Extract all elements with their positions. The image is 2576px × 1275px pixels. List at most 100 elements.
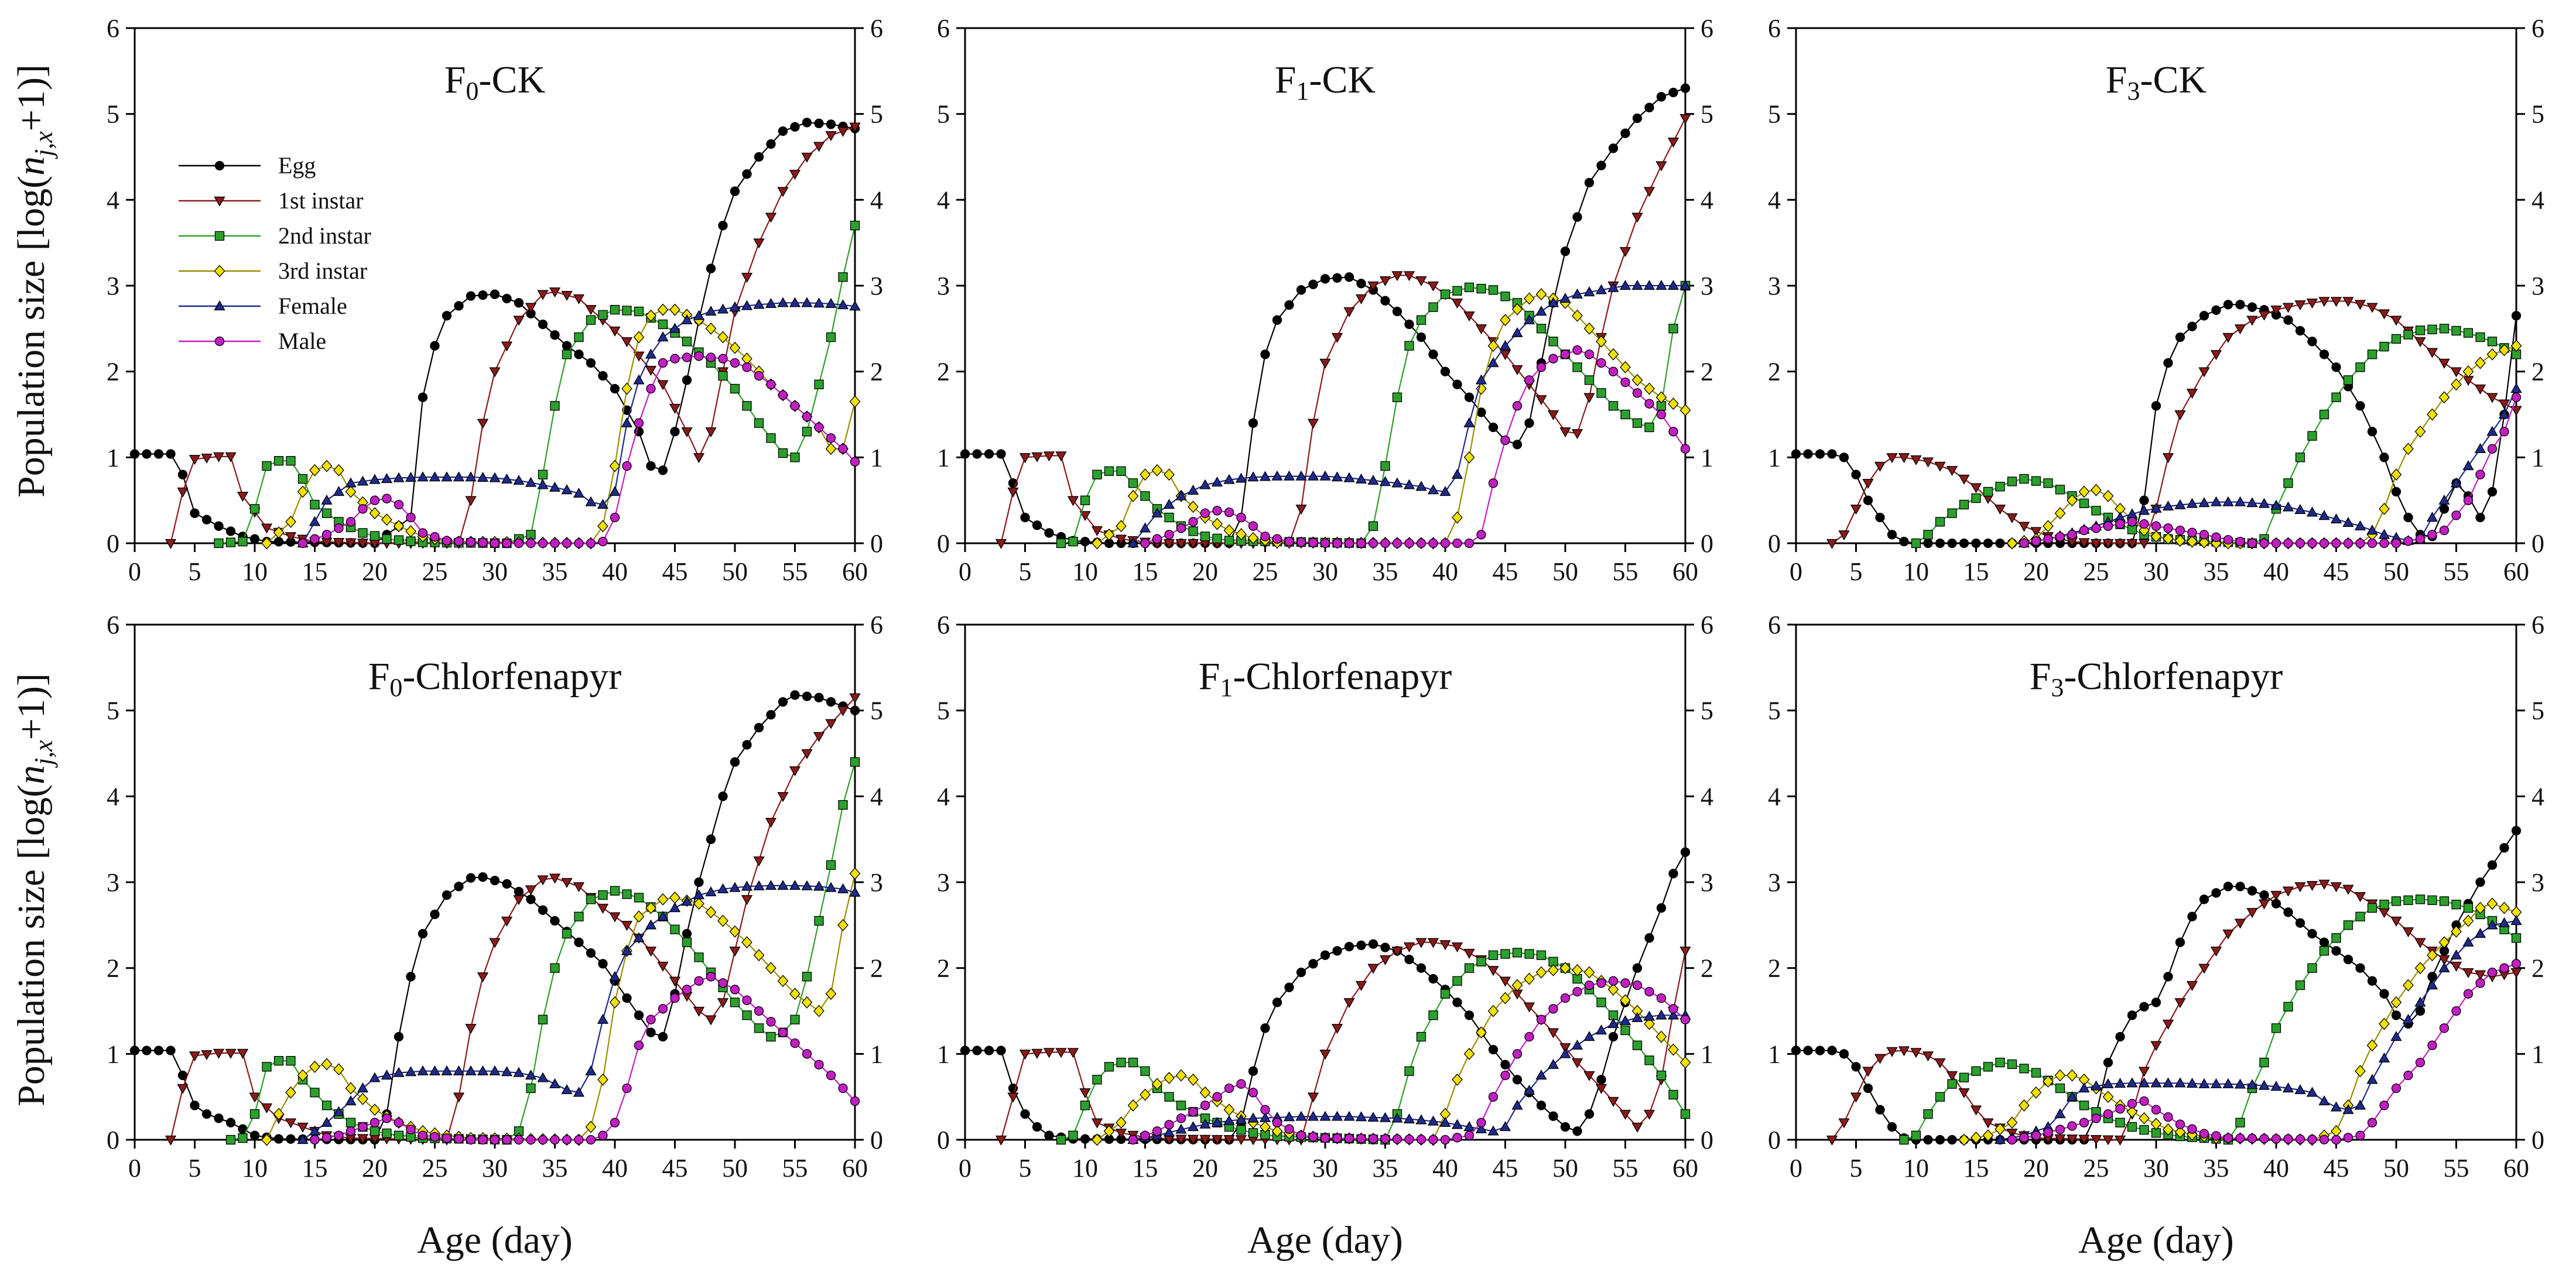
data-point-2nd-instar xyxy=(1176,1101,1186,1111)
data-point-egg xyxy=(1512,440,1523,450)
series-2nd-instar xyxy=(1899,894,2522,1145)
data-point-egg xyxy=(1863,1083,1873,1094)
data-point-female xyxy=(2090,1080,2102,1091)
data-point-female xyxy=(825,882,837,892)
data-point-female xyxy=(669,902,681,913)
x-tick-label: 55 xyxy=(1613,1154,1638,1183)
data-point-2nd-instar xyxy=(1524,949,1534,959)
data-point-3rd-instar xyxy=(657,893,669,906)
data-point-egg xyxy=(1512,1075,1523,1085)
data-point-egg xyxy=(960,449,970,459)
data-point-egg xyxy=(1596,160,1606,170)
data-point-2nd-instar xyxy=(2319,409,2329,420)
data-point-female xyxy=(609,971,621,981)
x-tick-label: 10 xyxy=(242,557,268,586)
data-point-male xyxy=(2019,538,2029,549)
data-point-2nd-instar xyxy=(550,401,560,411)
data-point-egg xyxy=(394,1031,404,1042)
data-point-female xyxy=(2510,383,2522,393)
data-point-female xyxy=(2366,525,2378,535)
data-point-3rd-instar xyxy=(1548,964,1559,976)
data-point-male xyxy=(1308,537,1318,548)
data-point-male xyxy=(2415,534,2426,544)
data-point-2nd-instar xyxy=(2295,453,2305,462)
data-point-male xyxy=(2343,1133,2353,1143)
data-point-1st-instar xyxy=(1655,161,1667,172)
data-point-2nd-instar xyxy=(238,1133,248,1143)
data-point-1st-instar xyxy=(1595,1084,1607,1094)
y-tick-label: 3 xyxy=(107,868,119,897)
data-point-3rd-instar xyxy=(1476,382,1487,395)
data-point-2nd-instar xyxy=(1680,1109,1691,1119)
data-point-3rd-instar xyxy=(1524,972,1535,985)
x-tick-label: 20 xyxy=(362,1154,388,1183)
data-point-female xyxy=(813,297,825,308)
x-tick-label: 30 xyxy=(482,557,508,586)
data-point-male xyxy=(646,1014,656,1024)
data-point-3rd-instar xyxy=(333,464,344,477)
data-point-1st-instar xyxy=(1970,1105,1982,1116)
data-point-2nd-instar xyxy=(850,221,860,231)
data-point-male xyxy=(802,1049,812,1059)
data-point-3rd-instar xyxy=(2067,494,2078,507)
data-point-male xyxy=(1236,1079,1246,1089)
data-point-3rd-instar xyxy=(2390,468,2402,481)
data-point-female xyxy=(1619,280,1631,290)
data-point-1st-instar xyxy=(1319,358,1331,369)
data-point-1st-instar xyxy=(573,882,585,893)
data-point-egg xyxy=(538,319,548,330)
data-point-2nd-instar xyxy=(1056,1135,1066,1145)
data-point-1st-instar xyxy=(2066,1135,2078,1145)
data-point-1st-instar xyxy=(1415,276,1427,287)
data-point-male xyxy=(1524,1031,1534,1042)
data-point-egg xyxy=(778,697,788,707)
data-point-male xyxy=(2031,1130,2041,1140)
data-point-3rd-instar xyxy=(801,996,813,1009)
data-point-2nd-instar xyxy=(370,531,380,541)
x-tick-label: 35 xyxy=(542,557,568,586)
data-point-female xyxy=(2426,512,2438,522)
x-tick-label: 15 xyxy=(302,1154,328,1183)
data-point-3rd-instar xyxy=(1164,1071,1175,1084)
data-point-male xyxy=(838,1083,848,1094)
data-point-male xyxy=(2235,536,2245,547)
data-point-female xyxy=(309,1125,321,1136)
data-point-1st-instar xyxy=(2306,880,2318,891)
y-tick-label-right: 1 xyxy=(2531,443,2544,472)
data-point-2nd-instar xyxy=(2139,1125,2149,1135)
data-point-3rd-instar xyxy=(2427,408,2438,421)
y-tick-label-right: 1 xyxy=(1701,1040,1713,1068)
data-point-2nd-instar xyxy=(634,893,644,903)
data-point-egg xyxy=(1032,520,1042,530)
data-point-egg xyxy=(478,872,488,882)
data-point-2nd-instar xyxy=(2019,1064,2029,1074)
data-point-female xyxy=(357,1082,369,1093)
data-point-male xyxy=(370,1118,380,1127)
x-tick-label: 40 xyxy=(2263,1154,2289,1183)
y-tick-label: 0 xyxy=(107,1126,119,1154)
y-tick-label: 6 xyxy=(937,14,950,43)
data-point-female xyxy=(609,486,621,496)
data-point-female xyxy=(405,1066,417,1077)
data-point-1st-instar xyxy=(849,693,861,704)
data-point-female xyxy=(2474,443,2486,453)
data-point-male xyxy=(502,538,512,549)
data-point-male xyxy=(2115,519,2125,529)
legend-marker xyxy=(214,196,225,207)
series-line-male xyxy=(2024,397,2517,544)
series-line-female xyxy=(2000,920,2517,1141)
series-line-female xyxy=(302,885,856,1140)
data-point-female xyxy=(1175,490,1187,501)
data-point-male xyxy=(1428,538,1438,549)
data-point-female xyxy=(633,932,645,942)
data-point-2nd-instar xyxy=(682,937,692,947)
x-tick-label: 0 xyxy=(128,1154,141,1183)
data-point-2nd-instar xyxy=(1536,324,1547,334)
y-tick-label: 0 xyxy=(937,1126,950,1154)
data-point-2nd-instar xyxy=(1911,538,1921,549)
data-point-egg xyxy=(996,449,1006,459)
data-point-female xyxy=(1631,280,1643,290)
data-point-egg xyxy=(1080,1134,1090,1144)
data-point-3rd-instar xyxy=(693,897,704,910)
data-point-female xyxy=(2498,917,2510,927)
